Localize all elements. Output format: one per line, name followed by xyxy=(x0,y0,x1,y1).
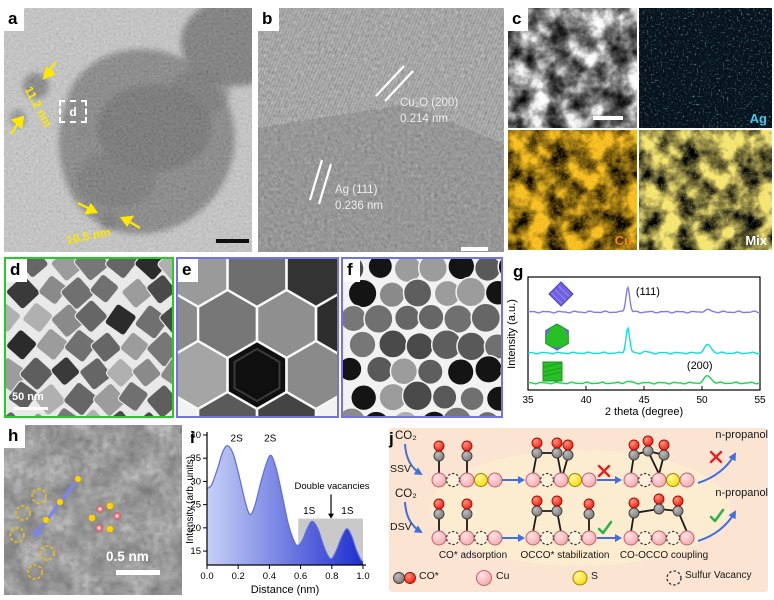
mix-map-label: Mix xyxy=(745,233,767,248)
lattice-label-ag: Ag (111) 0.236 nm xyxy=(335,183,383,214)
svg-text:0.4: 0.4 xyxy=(263,571,276,582)
svg-text:1S: 1S xyxy=(341,506,354,517)
scale-bar xyxy=(461,247,488,251)
svg-text:55: 55 xyxy=(754,395,766,406)
lattice-label-cu2o: Cu₂O (200) 0.214 nm xyxy=(400,96,458,127)
nanocubes-image xyxy=(6,259,172,416)
svg-text:Distance (nm): Distance (nm) xyxy=(251,584,319,596)
dsv-row-label: DSV xyxy=(390,521,412,533)
panel-label-j: j xyxy=(389,429,394,448)
tem-overview-image xyxy=(4,8,252,252)
svg-text:45: 45 xyxy=(638,395,650,406)
panel-g-xrd-chart: 35 40 45 50 55 2 theta (degree) Intensity (a.u… xyxy=(505,257,772,418)
lattice-spacing-marks xyxy=(308,65,414,205)
stage-label-occo-stabilization: OCCO* stabilization xyxy=(520,550,610,561)
svg-text:0.8: 0.8 xyxy=(325,571,338,582)
svg-text:2S: 2S xyxy=(264,434,277,445)
mechanism-diagram xyxy=(389,428,768,592)
svg-text:Intensity (a.u.): Intensity (a.u.) xyxy=(506,299,518,369)
svg-text:Intensity (arb. units): Intensity (arb. units) xyxy=(186,456,196,544)
scale-bar xyxy=(216,239,249,243)
panel-label-f: f xyxy=(343,259,360,282)
svg-text:2S: 2S xyxy=(231,434,244,445)
svg-text:2 theta (degree): 2 theta (degree) xyxy=(605,406,683,418)
panel-i-intensity-profile-chart: 15 20 25 30 35 40 0.0 0.2 0.4 0.6 0.8 1.0 Distance (… xyxy=(186,425,380,598)
intensity-profile-chart: 15 20 25 30 35 40 0.0 0.2 0.4 0.6 0.8 1.0 Distance (… xyxy=(186,430,370,596)
mix-element-map: Mix xyxy=(639,130,772,250)
vacancy-circles xyxy=(9,488,55,580)
phase-name: Cu₂O (200) xyxy=(400,97,459,109)
svg-text:35: 35 xyxy=(522,395,534,406)
panel-label-h: h xyxy=(4,425,26,448)
svg-text:25: 25 xyxy=(190,500,201,511)
scale-bar xyxy=(116,570,160,575)
sulfur-atom-dots xyxy=(42,475,114,533)
panel-label-d: d xyxy=(6,259,28,282)
scale-bar xyxy=(593,116,623,120)
ssv-row-label: SSV xyxy=(390,463,412,475)
svg-text:15: 15 xyxy=(190,546,201,557)
legend-label-co: CO* xyxy=(419,570,439,582)
svg-text:1S: 1S xyxy=(303,506,316,517)
panel-f-round-particles-tem: f xyxy=(341,257,503,418)
svg-text:40: 40 xyxy=(580,395,592,406)
hexagonal-particles-image xyxy=(178,259,337,416)
co2-label-ssv: CO₂ xyxy=(395,430,417,442)
svg-text:Double vacancies: Double vacancies xyxy=(295,481,370,492)
d-spacing: 0.236 nm xyxy=(335,199,383,212)
panel-a-tem-overview: a 11.2 nm 10.5 nm d xyxy=(4,8,252,252)
cu-element-map: Cu xyxy=(508,130,637,250)
panel-label-c: c xyxy=(508,8,529,31)
scale-label: 0.5 nm xyxy=(106,549,149,564)
panel-label-i: i xyxy=(190,428,195,447)
panel-label-g: g xyxy=(513,262,524,281)
stage-label-co-occo-coupling: CO-OCCO coupling xyxy=(619,550,709,561)
legend-label-s: S xyxy=(591,570,599,582)
svg-text:0.6: 0.6 xyxy=(294,571,307,582)
n-propanol-label-ssv: n-propanol xyxy=(715,429,768,441)
hrtem-overlay xyxy=(258,8,504,252)
svg-text:(111): (111) xyxy=(636,286,660,298)
cu-atom-dots xyxy=(95,505,121,532)
svg-text:20: 20 xyxy=(190,523,201,534)
scale-bar xyxy=(14,407,48,410)
svg-text:0.2: 0.2 xyxy=(232,571,245,582)
svg-text:0.0: 0.0 xyxy=(200,571,213,582)
svg-text:50: 50 xyxy=(696,395,708,406)
panel-label-a: a xyxy=(4,8,25,31)
cu-map-label: Cu xyxy=(614,233,632,248)
panel-e-hexagonal-particles-tem: e xyxy=(176,257,339,418)
inset-region-box: d xyxy=(59,100,87,123)
panel-d-nanocubes-tem: d 50 nm xyxy=(4,257,174,418)
svg-text:35: 35 xyxy=(190,453,201,464)
xrd-chart: 35 40 45 50 55 2 theta (degree) Intensity (a.u… xyxy=(506,276,766,418)
round-particles-image xyxy=(343,259,501,416)
svg-text:40: 40 xyxy=(190,430,201,441)
d-spacing: 0.214 nm xyxy=(400,112,448,125)
svg-text:1.0: 1.0 xyxy=(356,571,369,582)
panel-j-mechanism-schematic: j CO₂ SSV CO₂ DSV n-propanol n-propanol … xyxy=(385,428,772,598)
ag-element-map: Ag xyxy=(639,8,772,128)
legend-label-cu: Cu xyxy=(496,570,510,582)
n-propanol-label-dsv: n-propanol xyxy=(715,487,768,499)
co2-label-dsv: CO₂ xyxy=(395,488,417,500)
stage-label-co-adsorption: CO* adsorption xyxy=(438,550,508,561)
atomic-image xyxy=(4,425,182,595)
measurement-arrows xyxy=(10,61,141,229)
haadf-image xyxy=(508,8,637,128)
scale-label: 50 nm xyxy=(12,391,44,403)
panel-label-b: b xyxy=(258,8,280,31)
ag-map-label: Ag xyxy=(749,111,767,126)
legend-label-sulfur-vacancy: Sulfur Vacancy xyxy=(685,570,752,581)
panel-label-e: e xyxy=(178,259,199,282)
panel-c-eds-maps: Ag Cu Mix c xyxy=(508,8,772,252)
svg-text:(200): (200) xyxy=(687,360,713,372)
panel-h-atomic-image: h 0.5 nm xyxy=(4,425,182,595)
phase-name: Ag (111) xyxy=(335,184,378,196)
panel-b-hrtem-image: b Cu₂O (200) 0.214 nm Ag (111) 0.236 nm xyxy=(258,8,504,252)
svg-text:30: 30 xyxy=(190,476,201,487)
